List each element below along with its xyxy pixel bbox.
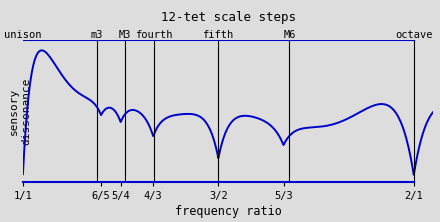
- Y-axis label: sensory
dissonance: sensory dissonance: [9, 77, 31, 145]
- Text: m3: m3: [91, 30, 103, 40]
- X-axis label: frequency ratio: frequency ratio: [175, 205, 282, 218]
- Text: M3: M3: [118, 30, 131, 40]
- Text: M6: M6: [283, 30, 296, 40]
- Title: 12-tet scale steps: 12-tet scale steps: [161, 11, 296, 24]
- Text: fifth: fifth: [202, 30, 233, 40]
- Text: fourth: fourth: [135, 30, 172, 40]
- Text: unison: unison: [4, 30, 42, 40]
- Text: octave: octave: [395, 30, 433, 40]
